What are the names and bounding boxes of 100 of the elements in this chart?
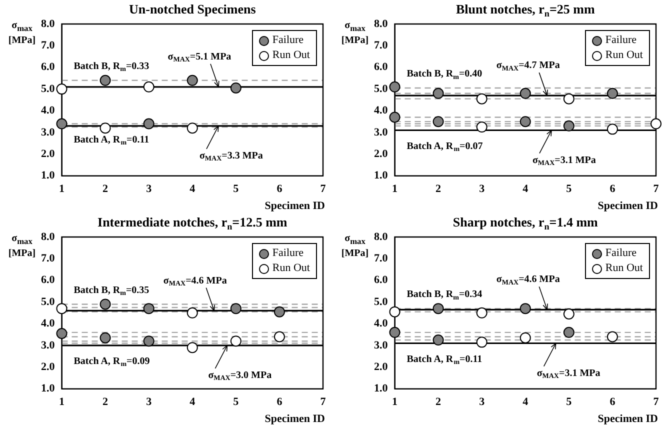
y-tick-label: 1.0 (374, 382, 388, 395)
point (520, 332, 531, 344)
y-tick-label: 3.0 (41, 126, 56, 138)
y-tick-label: 4.0 (374, 318, 388, 330)
point (650, 118, 662, 130)
y-tick-label: 5.0 (41, 296, 56, 308)
x-tick-label: 1 (392, 183, 398, 196)
point (56, 303, 68, 314)
x-tick-label: 4 (522, 183, 529, 196)
point (520, 116, 531, 128)
y-tick-label: 1.0 (374, 170, 388, 182)
point (56, 328, 68, 339)
y-tick-label: 3.0 (41, 339, 56, 352)
point (143, 81, 154, 92)
x-tick-label: 3 (479, 396, 486, 408)
x-tick-label: 2 (102, 183, 109, 196)
y-tick-label: 2.0 (41, 148, 56, 160)
y-tick-label: 4.0 (374, 104, 388, 117)
y-tick-label: 6.0 (374, 61, 388, 74)
y-axis-title: σ$_{max}$ [MPa] (7, 233, 37, 260)
x-tick-label: 3 (146, 396, 152, 408)
point (606, 331, 618, 342)
y-axis-title: σ$_{max}$ [MPa] (340, 233, 370, 260)
x-tick-label: 5 (233, 396, 240, 408)
point (476, 336, 488, 348)
point (563, 120, 574, 132)
point (230, 303, 242, 314)
point (230, 336, 242, 347)
legend-label: Run Out (272, 261, 310, 276)
y-tick-label: 8.0 (374, 230, 388, 243)
y-tick-label: 8.0 (41, 230, 56, 243)
point (606, 124, 618, 135)
point (432, 116, 444, 128)
point (186, 74, 198, 86)
x-tick-label: 6 (610, 396, 616, 408)
point (100, 298, 111, 310)
point (100, 332, 111, 344)
x-tick-label: 4 (190, 183, 196, 196)
point (389, 306, 400, 318)
x-tick-label: 1 (59, 183, 64, 196)
point (520, 303, 531, 314)
y-tick-label: 1.0 (41, 170, 56, 182)
x-tick-label: 1 (392, 396, 398, 408)
point (520, 88, 531, 99)
x-tick-label: 4 (522, 396, 529, 408)
point (186, 122, 198, 134)
x-tick-label: 2 (436, 183, 442, 196)
point (100, 74, 111, 86)
legend-label: Failure (272, 33, 304, 48)
y-tick-label: 1.0 (41, 382, 56, 395)
point (274, 331, 285, 342)
x-tick-label: 1 (59, 396, 64, 408)
y-tick-label: 2.0 (374, 148, 388, 160)
y-tick-label: 7.0 (41, 40, 56, 52)
x-axis-title: Specimen ID (598, 200, 658, 212)
x-tick-label: 7 (653, 396, 660, 408)
y-tick-label: 7.0 (41, 252, 56, 265)
point (606, 88, 618, 99)
x-tick-label: 6 (276, 183, 283, 196)
x-tick-label: 5 (566, 396, 572, 408)
y-tick-label: 7.0 (374, 40, 388, 52)
point (100, 122, 111, 134)
point (186, 307, 198, 318)
y-tick-label: 2.0 (374, 360, 388, 373)
y-tick-label: 4.0 (41, 318, 56, 330)
legend-label: Failure (605, 246, 637, 261)
legend-label: Run Out (605, 261, 643, 276)
y-tick-label: 6.0 (41, 274, 56, 286)
point (476, 122, 488, 133)
point (389, 81, 400, 92)
y-axis-title: σ$_{max}$ [MPa] (340, 20, 370, 47)
x-axis-title: Specimen ID (264, 200, 325, 212)
x-tick-label: 4 (190, 396, 196, 408)
point (432, 88, 444, 99)
x-tick-label: 7 (320, 396, 326, 408)
x-tick-label: 7 (320, 183, 326, 196)
y-tick-label: 5.0 (374, 82, 388, 95)
legend-label: Failure (605, 33, 637, 48)
point (563, 93, 574, 104)
legend-label: Run Out (272, 48, 310, 63)
x-tick-label: 2 (436, 396, 442, 408)
point (432, 303, 444, 314)
y-tick-label: 4.0 (41, 104, 56, 117)
x-axis-title: Specimen ID (264, 413, 325, 425)
point (563, 308, 574, 320)
point (186, 342, 198, 354)
y-tick-label: 5.0 (41, 82, 56, 95)
y-tick-label: 8.0 (374, 18, 388, 30)
x-tick-label: 6 (610, 183, 616, 196)
point (143, 336, 154, 347)
legend-label: Run Out (605, 48, 643, 63)
chart-title: Un-notched Specimens (128, 1, 256, 16)
y-tick-label: 2.0 (41, 360, 56, 373)
point (389, 326, 400, 338)
x-tick-label: 3 (146, 183, 152, 196)
point (230, 82, 242, 94)
y-tick-label: 3.0 (374, 126, 388, 138)
x-tick-label: 5 (233, 183, 240, 196)
x-tick-label: 5 (566, 183, 572, 196)
point (563, 326, 574, 338)
